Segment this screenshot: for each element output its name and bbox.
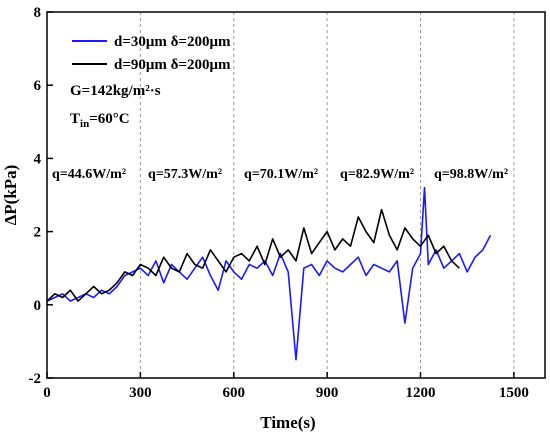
heat-flux-label-3: q=70.1W/m²	[244, 167, 318, 182]
heat-flux-label-2: q=57.3W/m²	[148, 167, 222, 182]
x-tick-label-6: 1500	[499, 385, 529, 401]
x-tick-label-5: 1200	[406, 385, 436, 401]
legend: d=30μm δ=200μm d=90μm δ=200μm	[72, 34, 231, 73]
y-tick-label-1: -2	[29, 371, 42, 387]
y-axis-title: ΔP(kPa)	[1, 165, 20, 226]
heat-flux-label-4: q=82.9W/m²	[340, 167, 414, 182]
y-tick-label-3: 2	[34, 225, 42, 241]
heat-flux-label-5: q=98.8W/m²	[434, 167, 508, 182]
series-line-2	[46, 208, 460, 302]
y-tick-label-5: 6	[34, 78, 42, 94]
series-layer	[46, 186, 492, 361]
y-tick-label-6: 8	[34, 5, 42, 21]
x-tick-label-1: 0	[43, 385, 51, 401]
heat-flux-label-1: q=44.6W/m²	[52, 167, 126, 182]
y-tick-label-2: 0	[34, 298, 42, 314]
x-axis-title: Time(s)	[260, 413, 315, 432]
series-line-1	[46, 186, 492, 361]
stage-boundary-grid	[139, 12, 515, 378]
mass-flux-note: G=142kg/m²·s	[70, 83, 161, 99]
y-tick-label-4: 4	[34, 151, 42, 167]
x-tick-label-3: 600	[223, 385, 246, 401]
plot-frame	[46, 11, 546, 379]
x-tick-label-2: 300	[129, 385, 152, 401]
legend-label-series-2: d=90μm δ=200μm	[114, 57, 231, 73]
heat-flux-labels: q=44.6W/m² q=57.3W/m² q=70.1W/m² q=82.9W…	[52, 167, 508, 182]
inlet-temperature-note: Tin=60°C	[70, 111, 130, 130]
x-tick-label-4: 900	[316, 385, 339, 401]
legend-label-series-1: d=30μm δ=200μm	[114, 34, 231, 50]
